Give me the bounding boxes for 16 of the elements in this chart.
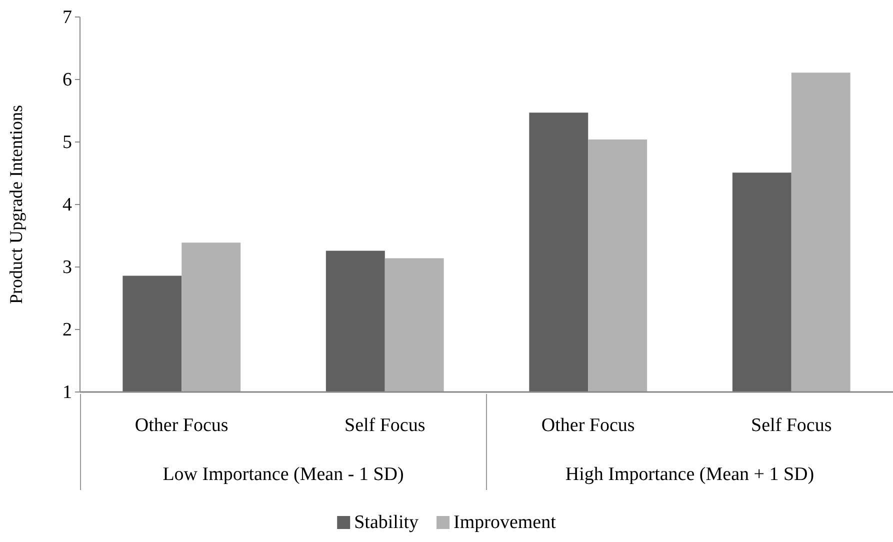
y-tick-label: 2 (62, 320, 72, 341)
x-tick-label: Other Focus (541, 415, 635, 436)
y-tick-label: 4 (62, 194, 72, 216)
text: Low Importance (Mean - 1 SD) (162, 464, 404, 485)
y-tick-label: 3 (62, 257, 72, 278)
y-tick-label: 7 (62, 7, 72, 28)
y-tick-label: 6 (62, 70, 72, 91)
y-axis-title: Product Upgrade Intentions (6, 105, 26, 304)
x-tick-label: Self Focus (751, 415, 832, 436)
legend-label: Stability (354, 512, 420, 533)
x-tick-label: Other Focus (134, 415, 228, 436)
y-tick-label: 1 (62, 382, 72, 404)
y-tick-label: 5 (62, 132, 72, 154)
legend-label: Improvement (454, 512, 557, 533)
text: High Importance (Mean + 1 SD) (565, 464, 814, 485)
x-tick-label: Self Focus (344, 415, 426, 436)
